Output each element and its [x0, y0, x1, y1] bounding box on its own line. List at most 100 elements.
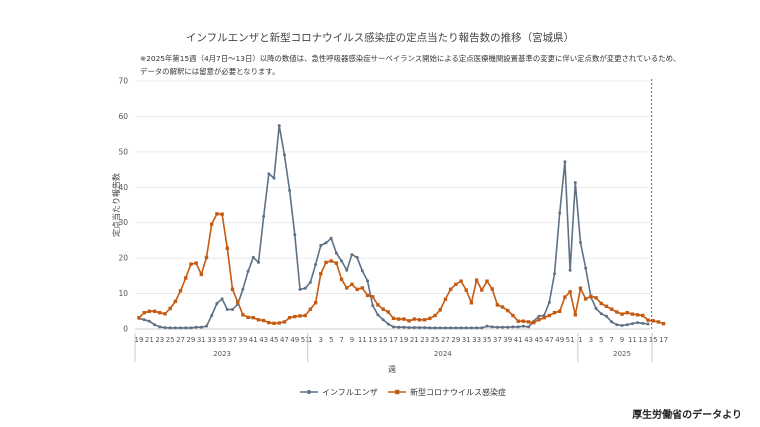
point-covid: [267, 320, 271, 325]
point-covid: [376, 303, 380, 307]
point-covid: [563, 295, 567, 299]
x-tick-label: 39: [238, 336, 247, 344]
x-tick-label: 35: [218, 336, 227, 344]
point-influenza: [490, 325, 494, 329]
point-covid: [173, 299, 178, 304]
x-tick-label: 21: [145, 336, 154, 344]
x-tick-label: 35: [483, 336, 492, 344]
point-covid: [261, 318, 266, 323]
point-influenza: [199, 325, 203, 329]
x-tick-label: 13: [638, 336, 647, 344]
point-influenza: [282, 153, 286, 157]
x-tick-label: 1: [308, 336, 312, 344]
point-influenza: [584, 266, 588, 270]
point-covid: [241, 313, 245, 317]
point-influenza: [262, 214, 266, 218]
y-axis-ticks: 0 10 20 30 40 50 60 70: [118, 77, 128, 334]
point-covid: [345, 286, 349, 290]
point-influenza: [615, 323, 619, 327]
point-influenza: [630, 322, 634, 326]
x-tick-label: 21: [410, 336, 419, 344]
chart-title: インフルエンザと新型コロナウイルス感染症の定点当たり報告数の推移（宮城県）: [185, 32, 575, 44]
point-covid: [308, 307, 313, 311]
point-covid: [142, 311, 146, 315]
y-tick-label: 40: [118, 183, 128, 192]
point-covid: [594, 296, 598, 300]
point-covid: [495, 303, 500, 307]
x-tick-label: 13: [368, 336, 377, 344]
point-covid: [184, 276, 188, 280]
point-influenza: [501, 325, 505, 329]
point-covid: [526, 320, 531, 324]
point-influenza: [189, 326, 193, 330]
point-influenza: [256, 260, 260, 264]
point-covid: [661, 321, 666, 326]
point-influenza: [386, 322, 390, 326]
point-covid: [552, 311, 557, 315]
x-tick-label: 27: [441, 336, 450, 344]
point-influenza: [324, 241, 328, 245]
point-influenza: [163, 326, 167, 330]
point-covid: [225, 246, 229, 250]
point-influenza: [485, 324, 489, 328]
point-influenza: [604, 314, 608, 318]
point-covid: [355, 287, 359, 292]
point-covid: [152, 309, 157, 313]
point-covid: [651, 319, 655, 323]
point-covid: [635, 313, 640, 317]
point-covid: [625, 311, 629, 315]
point-covid: [210, 222, 214, 226]
y-tick-label: 50: [118, 147, 128, 156]
point-covid: [303, 313, 307, 318]
point-covid: [480, 288, 484, 292]
legend: インフルエンザ 新型コロナウイルス感染症: [300, 387, 506, 397]
x-tick-label: 7: [339, 336, 343, 344]
point-influenza: [392, 325, 395, 329]
point-covid: [433, 313, 437, 318]
point-influenza: [194, 325, 198, 329]
x-tick-label: 49: [555, 336, 564, 344]
point-influenza: [381, 318, 385, 322]
point-covid: [178, 289, 183, 293]
point-influenza: [303, 286, 307, 290]
point-influenza: [610, 320, 614, 324]
point-influenza: [495, 325, 499, 329]
point-influenza: [599, 312, 603, 316]
point-covid: [391, 316, 396, 321]
point-influenza: [371, 304, 375, 308]
x-tick-label: 3: [319, 336, 323, 344]
point-covid: [641, 313, 645, 318]
point-covid: [464, 288, 468, 292]
point-influenza: [594, 306, 598, 310]
point-influenza: [459, 326, 463, 330]
point-covid: [589, 294, 593, 299]
x-tick-label: 41: [514, 336, 523, 344]
x-tick-label: 1: [578, 336, 582, 344]
point-covid: [215, 212, 219, 216]
x-tick-label: 45: [270, 336, 279, 344]
point-influenza: [449, 326, 453, 330]
point-influenza: [355, 255, 359, 259]
point-influenza: [480, 326, 484, 330]
point-covid: [204, 255, 209, 260]
year-label: 2025: [613, 350, 631, 358]
grid-lines: [135, 80, 650, 330]
x-tick-label: 49: [290, 336, 299, 344]
point-covid: [604, 304, 609, 309]
x-axis-label: 週: [388, 365, 396, 374]
point-influenza: [428, 326, 432, 330]
y-tick-label: 20: [118, 254, 128, 263]
x-tick-label: 29: [186, 336, 195, 344]
point-influenza: [225, 308, 229, 312]
point-covid: [630, 312, 635, 316]
x-tick-label: 23: [155, 336, 164, 344]
x-tick-label: 17: [659, 336, 668, 344]
x-tick-label: 31: [462, 336, 471, 344]
point-covid: [599, 301, 603, 306]
x-tick-label: 51: [301, 336, 310, 344]
point-covid: [313, 301, 318, 305]
x-tick-label: 23: [420, 336, 429, 344]
point-covid: [537, 318, 541, 322]
point-influenza: [412, 326, 416, 330]
point-influenza: [641, 321, 645, 325]
